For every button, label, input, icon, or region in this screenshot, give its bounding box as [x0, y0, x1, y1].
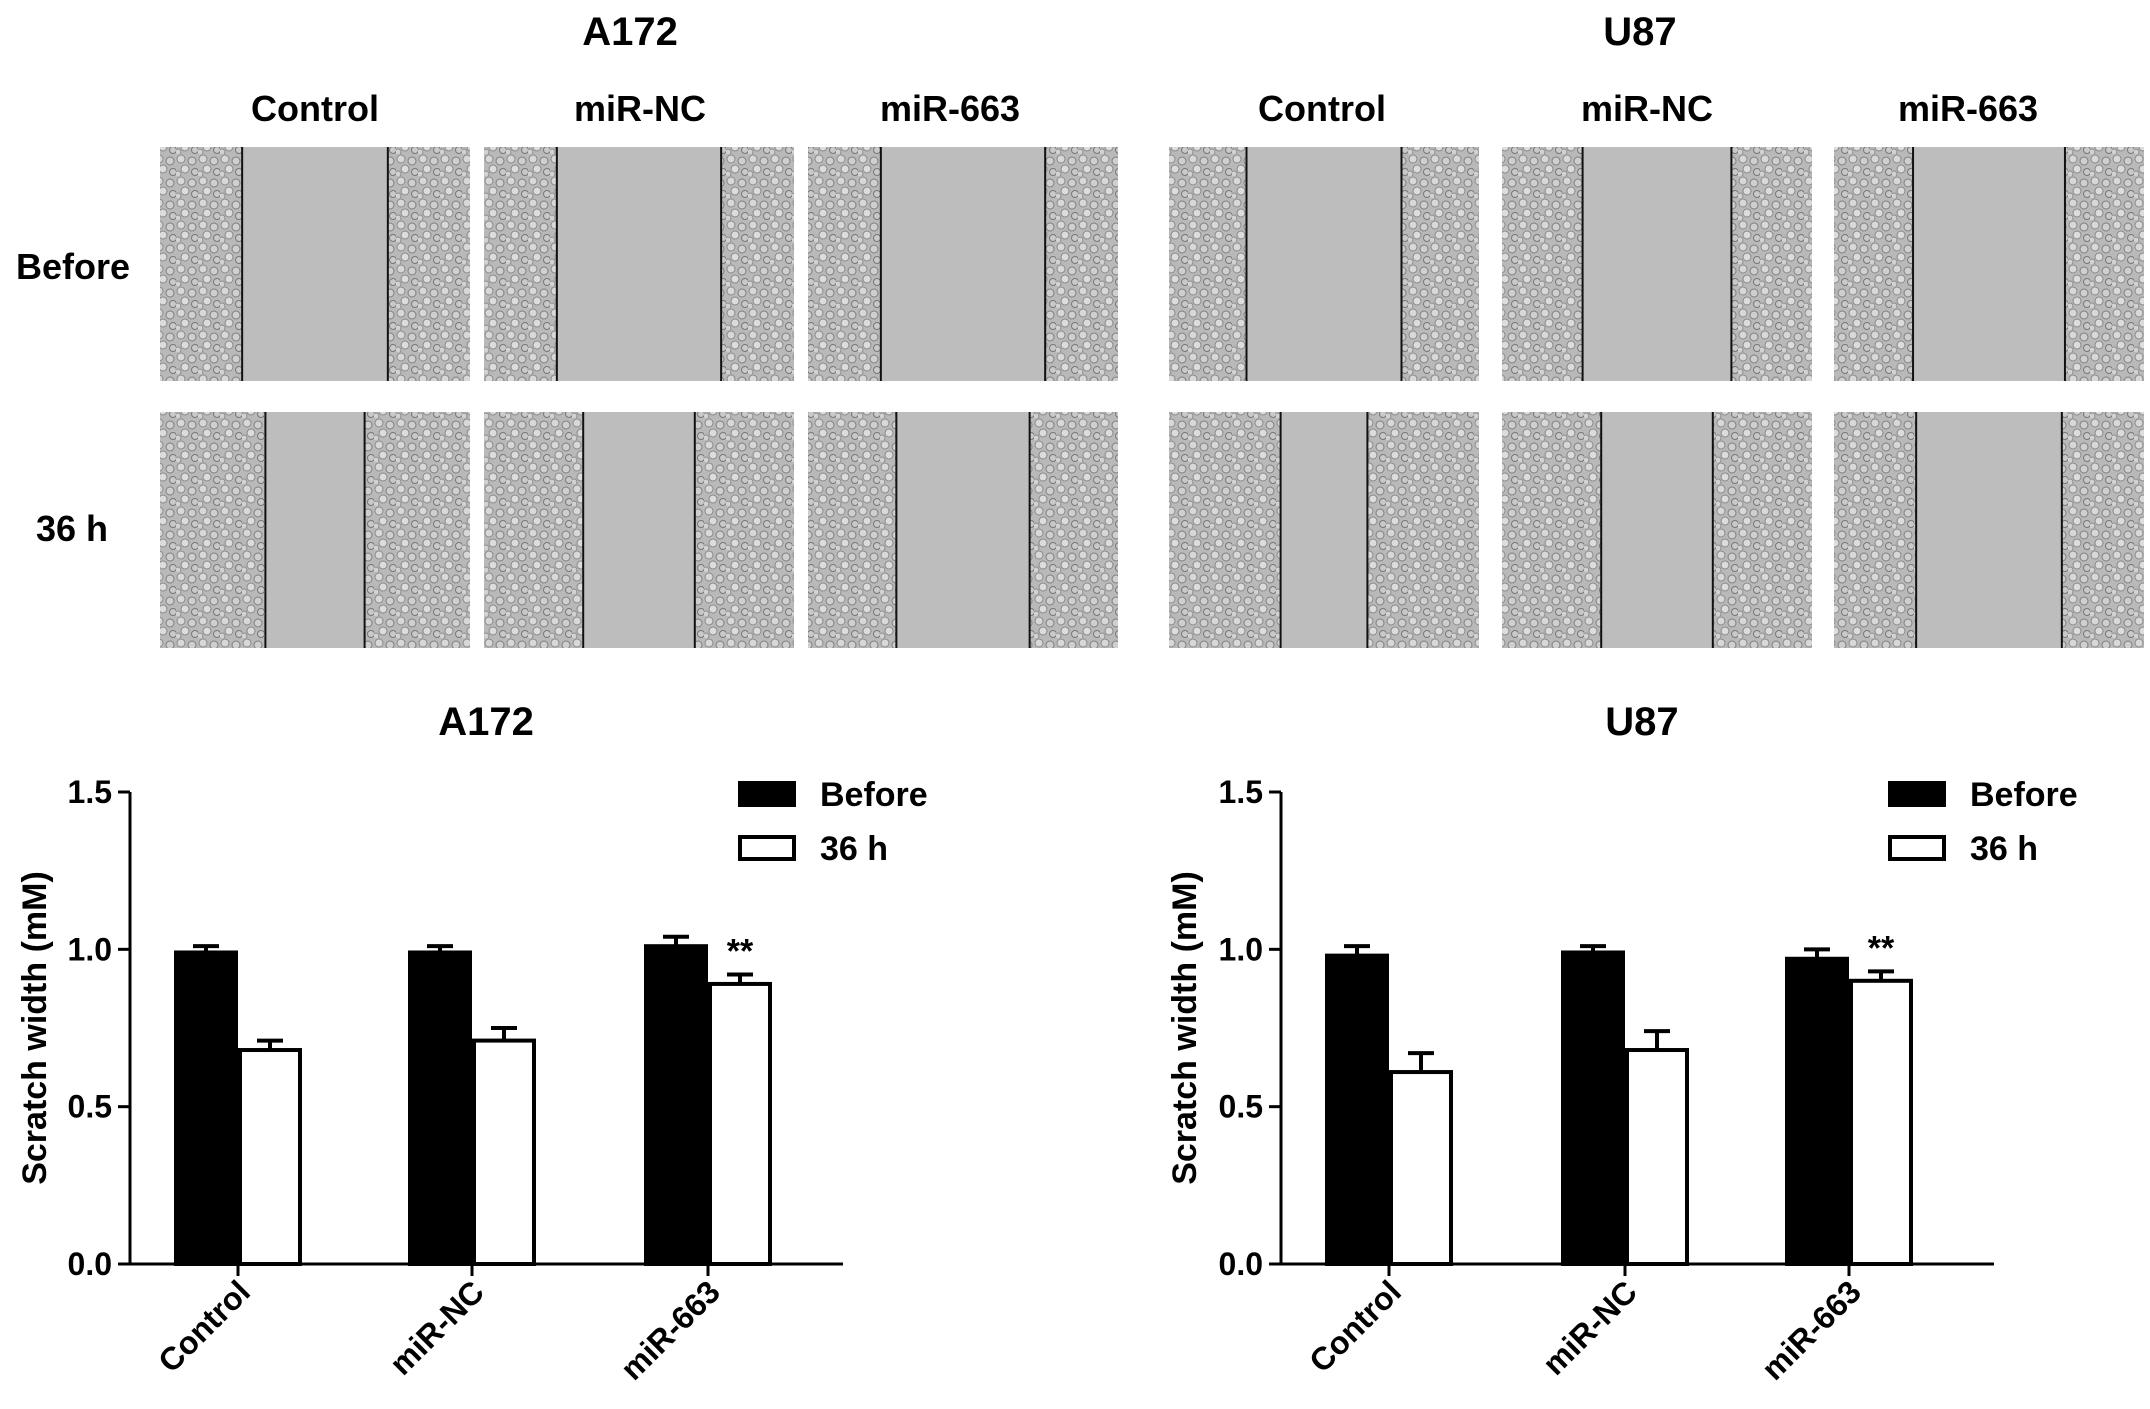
micrograph-tile — [1169, 147, 1479, 381]
y-tick-label: 1.0 — [1219, 931, 1263, 967]
bar-before-mir-nc — [1561, 950, 1625, 1266]
bar-36-h-mir-nc — [472, 1038, 536, 1266]
micrograph-tile — [484, 147, 794, 381]
chart-title: U87 — [1605, 700, 1678, 744]
y-tick-label: 0.5 — [1219, 1089, 1263, 1125]
x-tick-label: miR-663 — [1754, 1273, 1867, 1386]
micrograph-tile — [1502, 147, 1812, 381]
bar-36-h-mir-663 — [1849, 978, 1913, 1266]
significance-marker: ** — [727, 933, 754, 971]
micrograph-title-a172: A172 — [582, 10, 678, 54]
bar-36-h-mir-663 — [708, 981, 772, 1266]
micrograph-tile — [808, 147, 1118, 381]
column-label-u87-mir-663: miR-663 — [1898, 88, 2038, 129]
bar-36-h-control — [1389, 1070, 1453, 1267]
legend-swatch — [1888, 781, 1946, 807]
x-tick-label: Control — [151, 1273, 257, 1379]
bar-36-h-mir-nc — [1625, 1048, 1689, 1266]
bar-before-mir-663 — [644, 944, 708, 1266]
micrograph-tile — [1169, 412, 1479, 648]
column-label-a172-control: Control — [251, 88, 379, 129]
legend-label: Before — [1970, 776, 2078, 814]
row-label-36h: 36 h — [36, 508, 108, 549]
y-tick-label: 0.0 — [68, 1246, 112, 1282]
bar-before-control — [1325, 953, 1389, 1266]
legend-swatch — [738, 781, 796, 807]
x-tick-label: miR-NC — [383, 1273, 491, 1381]
legend-swatch — [738, 835, 796, 861]
x-tick-label: miR-NC — [1536, 1273, 1644, 1381]
x-tick-label: miR-663 — [613, 1273, 726, 1386]
bar-chart-a172: A172 Scratch width (mM) 0.0 0.5 1.0 1.5 Contro… — [16, 700, 928, 1387]
x-tick-label: Control — [1302, 1273, 1408, 1379]
legend-label: 36 h — [820, 830, 888, 868]
y-axis-label: Scratch width (mM) — [16, 871, 54, 1185]
micrograph-tile — [1502, 412, 1812, 648]
micrograph-tile — [160, 412, 470, 648]
chart-title: A172 — [438, 700, 534, 744]
column-label-a172-mir-nc: miR-NC — [574, 88, 706, 129]
y-axis-label: Scratch width (mM) — [1166, 871, 1204, 1185]
legend-swatch — [1888, 835, 1946, 861]
bar-chart-u87: U87 Scratch width (mM) 0.0 0.5 1.0 1.5 Control… — [1166, 700, 2078, 1387]
micrograph-title-u87: U87 — [1603, 10, 1676, 54]
column-label-u87-mir-nc: miR-NC — [1581, 88, 1713, 129]
column-label-u87-control: Control — [1258, 88, 1386, 129]
y-tick-label: 1.5 — [68, 774, 112, 810]
y-tick-label: 1.5 — [1219, 774, 1263, 810]
micrograph-tile — [1834, 147, 2144, 381]
micrograph-tile — [160, 147, 470, 381]
y-tick-label: 0.5 — [68, 1089, 112, 1125]
bar-before-control — [174, 950, 238, 1266]
legend-label: Before — [820, 776, 928, 814]
micrograph-tile — [484, 412, 794, 648]
bar-36-h-control — [238, 1048, 302, 1266]
micrograph-tile — [808, 412, 1118, 648]
y-tick-label: 1.0 — [68, 931, 112, 967]
micrograph-section: A172 U87 Control miR-NC miR-663 Control … — [16, 10, 2144, 648]
micrograph-tile — [1834, 412, 2144, 648]
row-label-before: Before — [16, 246, 130, 287]
bar-before-mir-nc — [408, 950, 472, 1266]
bar-before-mir-663 — [1785, 956, 1849, 1266]
y-tick-label: 0.0 — [1219, 1246, 1263, 1282]
column-label-a172-mir-663: miR-663 — [880, 88, 1020, 129]
legend-label: 36 h — [1970, 830, 2038, 868]
significance-marker: ** — [1868, 929, 1895, 967]
